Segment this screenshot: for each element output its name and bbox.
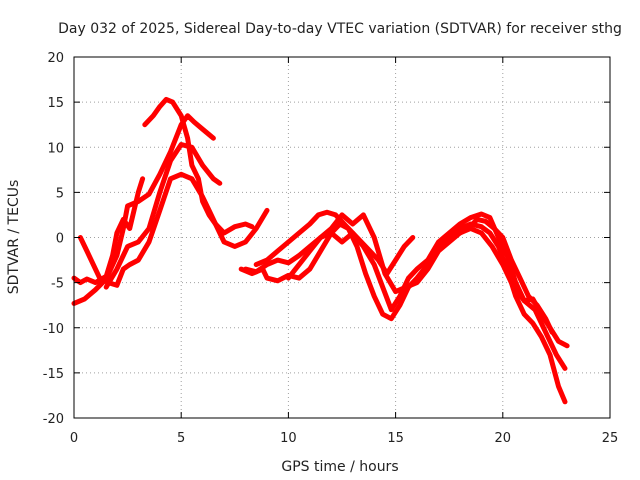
series-line-4 [103, 142, 223, 290]
series-line-2 [71, 113, 216, 306]
series-line-1 [71, 176, 146, 286]
chart-title: Day 032 of 2025, Sidereal Day-to-day VTE… [58, 21, 622, 37]
y-tick-label: 20 [47, 51, 64, 66]
y-tick-label: -5 [51, 277, 64, 292]
series-line-10 [431, 216, 555, 335]
y-tick-label: -20 [43, 412, 64, 427]
x-tick-label: 5 [177, 431, 185, 446]
data-series [71, 96, 570, 405]
y-axis-label: SDTVAR / TECUs [6, 180, 22, 295]
y-tick-label: -15 [43, 367, 64, 382]
y-tick-label: 5 [56, 186, 64, 201]
x-tick-label: 20 [495, 431, 512, 446]
series-line-3 [142, 96, 255, 236]
x-tick-label: 25 [602, 431, 619, 446]
x-tick-label: 15 [387, 431, 404, 446]
series-line-6 [238, 221, 568, 405]
axis-ticks [73, 56, 611, 419]
series-line-8 [243, 230, 416, 277]
y-tick-label: -10 [43, 322, 64, 337]
series-line-5 [77, 171, 270, 288]
x-tick-labels: 0 5 10 15 20 25 [70, 431, 618, 446]
x-tick-label: 0 [70, 431, 78, 446]
series-line-9 [285, 212, 568, 371]
x-tick-label: 10 [280, 431, 297, 446]
y-tick-label: 15 [47, 96, 64, 111]
y-tick-label: 10 [47, 141, 64, 156]
y-tick-label: 0 [56, 232, 64, 247]
x-axis-label: GPS time / hours [281, 459, 398, 475]
y-tick-labels: 20 15 10 5 0 -5 -10 -15 -20 [43, 51, 64, 427]
